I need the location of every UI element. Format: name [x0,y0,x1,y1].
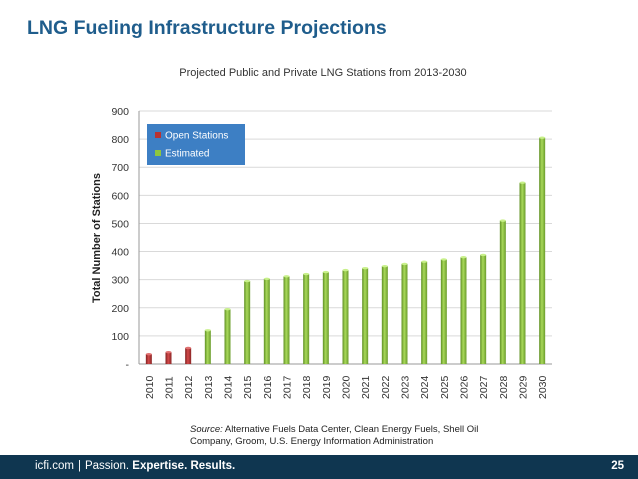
bar-cap [362,266,369,270]
bar-estimated-2028 [499,220,506,364]
bar-cap [480,253,487,257]
x-tick-label: 2019 [321,375,333,399]
y-tick-label: 800 [111,134,129,146]
y-tick-label: - [126,359,130,371]
x-tick-label: 2018 [301,375,313,399]
bar-chart: - 100 200 300 400 500 600 700 800 900 2010 2011 2012… [91,106,552,399]
legend-label-estimated: Estimated [165,149,209,160]
x-tick-label: 2027 [478,375,490,399]
bar-estimated-2017 [283,276,290,364]
bar-cap [421,260,428,263]
bar-estimated-2023 [401,263,408,364]
y-axis-label: Total Number of Stations [91,173,103,303]
y-tick-label: 200 [111,303,129,315]
x-tick-label: 2017 [282,375,294,399]
x-tick-label: 2023 [400,375,412,399]
source-note: Source: Alternative Fuels Data Center, C… [190,424,510,448]
x-tick-label: 2013 [203,375,215,399]
bar-cap [342,268,349,272]
bar-open-stations-2010 [145,354,152,364]
x-tick-label: 2025 [439,375,451,399]
x-tick-label: 2012 [183,375,195,399]
tick-labels: - 100 200 300 400 500 600 700 800 900 2010 2011 2012… [111,106,549,399]
footer-brand: icfi.com | Passion. Expertise. Results. [35,460,235,472]
x-tick-label: 2020 [341,375,353,399]
bar-cap [224,307,231,311]
bar-estimated-2021 [362,268,369,364]
bar-estimated-2018 [303,274,310,364]
x-tick-label: 2010 [144,375,156,399]
x-tick-label: 2030 [537,375,549,399]
legend-box [147,124,245,165]
x-tick-label: 2029 [518,375,530,399]
y-tick-label: 600 [111,190,129,202]
bar-estimated-2029 [519,182,526,364]
bar-estimated-2015 [244,281,251,364]
x-tick-label: 2024 [419,375,431,399]
bar-cap [381,264,388,268]
bar-estimated-2022 [381,266,388,364]
y-tick-label: 700 [111,162,129,174]
bar-cap [244,279,251,283]
bar-cap [165,350,172,354]
footer-separator: | [77,460,81,472]
bar-cap [145,352,152,356]
footer-tagline-lead: Passion. [84,460,130,472]
source-label: Source: [190,424,223,435]
bars [145,136,546,364]
x-tick-label: 2022 [380,375,392,399]
y-tick-label: 400 [111,247,129,259]
bar-cap [440,258,447,261]
bar-estimated-2026 [460,257,467,364]
legend: Open Stations Estimated [147,124,245,165]
legend-label-open-stations: Open Stations [165,131,228,142]
y-tick-label: 300 [111,275,129,287]
bar-cap [539,136,546,139]
bar-cap [322,270,329,274]
bar-cap [263,277,270,281]
bar-cap [499,219,506,222]
bar-estimated-2024 [421,261,428,364]
footer-site-link[interactable]: icfi.com [35,460,74,472]
legend-swatch-estimated [155,150,161,156]
bar-cap [185,346,192,350]
bar-open-stations-2012 [185,347,192,364]
bar-estimated-2019 [322,272,329,364]
x-tick-label: 2016 [262,375,274,399]
bar-cap [283,275,290,278]
footer-tagline-bold: Expertise. Results. [132,460,236,472]
x-tick-label: 2021 [360,375,372,399]
x-tick-label: 2011 [164,376,176,399]
bar-estimated-2027 [480,254,487,364]
y-tick-label: 500 [111,218,129,230]
bar-estimated-2016 [263,278,270,364]
source-text: Alternative Fuels Data Center, Clean Ene… [190,424,479,447]
bar-open-stations-2011 [165,352,172,364]
x-tick-label: 2015 [242,375,254,399]
x-tick-label: 2014 [223,375,235,399]
page-number: 25 [611,460,624,472]
y-tick-label: 900 [111,106,129,118]
bar-cap [204,329,211,332]
bar-estimated-2025 [440,259,447,364]
bar-estimated-2013 [204,330,211,364]
bar-estimated-2014 [224,309,231,364]
bar-cap [401,262,408,266]
x-tick-label: 2028 [498,375,510,399]
slide-title: LNG Fueling Infrastructure Projections [27,17,387,39]
chart-title: Projected Public and Private LNG Station… [179,67,467,79]
footer-bar: icfi.com | Passion. Expertise. Results. 25 [0,455,638,479]
bar-estimated-2030 [539,137,546,364]
bar-cap [519,181,526,184]
bar-cap [460,255,467,259]
bar-estimated-2020 [342,270,349,364]
x-tick-label: 2026 [459,375,471,399]
bar-cap [303,272,310,276]
y-tick-label: 100 [111,331,129,343]
legend-swatch-open-stations [155,132,161,138]
